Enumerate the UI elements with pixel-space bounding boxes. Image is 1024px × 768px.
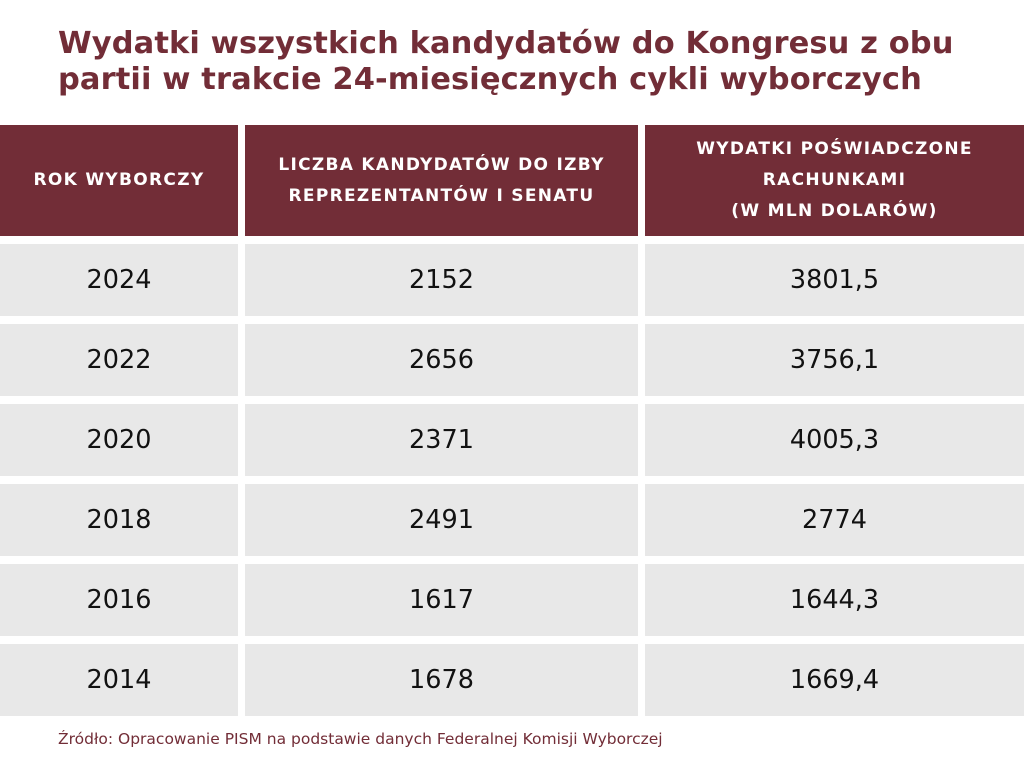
data-table: ROK WYBORCZY LICZBA KANDYDATÓW DO IZBY R… <box>0 125 1024 716</box>
header-cell-candidate-count: LICZBA KANDYDATÓW DO IZBY REPREZENTANTÓW… <box>245 125 638 236</box>
header-line: LICZBA KANDYDATÓW DO IZBY <box>278 154 605 175</box>
cell-candidates: 2152 <box>245 244 638 316</box>
header-line: REPREZENTANTÓW I SENATU <box>288 185 595 206</box>
chart-title-line-1: Wydatki wszystkich kandydatów do Kongres… <box>58 26 954 61</box>
source-note: Źródło: Opracowanie PISM na podstawie da… <box>58 730 663 748</box>
cell-year: 2024 <box>0 244 238 316</box>
cell-year: 2016 <box>0 564 238 636</box>
cell-year: 2018 <box>0 484 238 556</box>
cell-spending: 4005,3 <box>645 404 1024 476</box>
cell-spending: 2774 <box>645 484 1024 556</box>
cell-candidates: 1617 <box>245 564 638 636</box>
cell-year: 2020 <box>0 404 238 476</box>
table-row: 2024 2152 3801,5 <box>0 244 1024 316</box>
header-line: WYDATKI POŚWIADCZONE <box>696 139 973 159</box>
header-line: RACHUNKAMI <box>762 170 907 190</box>
cell-spending: 3801,5 <box>645 244 1024 316</box>
header-line: (W MLN DOLARÓW) <box>731 201 938 221</box>
cell-candidates: 2656 <box>245 324 638 396</box>
header-cell-election-year: ROK WYBORCZY <box>0 125 238 236</box>
table-row: 2022 2656 3756,1 <box>0 324 1024 396</box>
table-row: 2020 2371 4005,3 <box>0 404 1024 476</box>
table-row: 2014 1678 1669,4 <box>0 644 1024 716</box>
chart-title: Wydatki wszystkich kandydatów do Kongres… <box>58 26 998 98</box>
cell-candidates: 2371 <box>245 404 638 476</box>
cell-spending: 1644,3 <box>645 564 1024 636</box>
table-row: 2016 1617 1644,3 <box>0 564 1024 636</box>
table-header-row: ROK WYBORCZY LICZBA KANDYDATÓW DO IZBY R… <box>0 125 1024 236</box>
cell-spending: 1669,4 <box>645 644 1024 716</box>
header-line: ROK WYBORCZY <box>33 170 205 190</box>
cell-spending: 3756,1 <box>645 324 1024 396</box>
header-cell-spending: WYDATKI POŚWIADCZONE RACHUNKAMI (W MLN D… <box>645 125 1024 236</box>
cell-candidates: 1678 <box>245 644 638 716</box>
cell-year: 2014 <box>0 644 238 716</box>
table-row: 2018 2491 2774 <box>0 484 1024 556</box>
cell-candidates: 2491 <box>245 484 638 556</box>
cell-year: 2022 <box>0 324 238 396</box>
chart-title-line-2: partii w trakcie 24-miesięcznych cykli w… <box>58 62 922 97</box>
